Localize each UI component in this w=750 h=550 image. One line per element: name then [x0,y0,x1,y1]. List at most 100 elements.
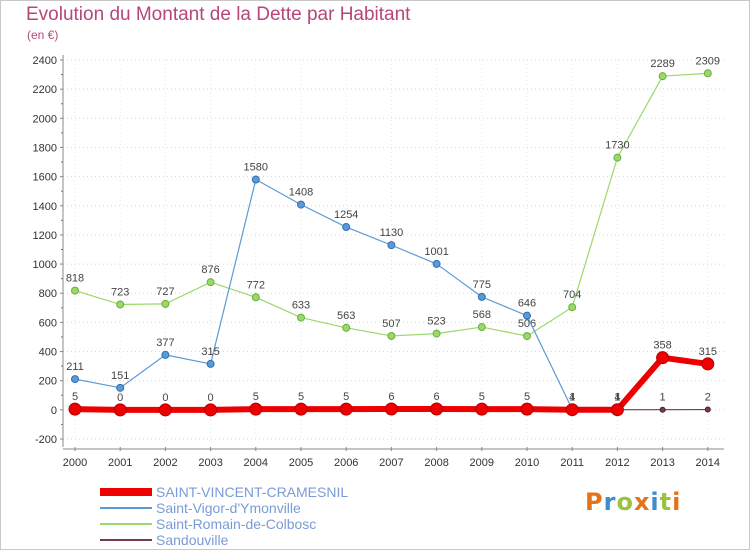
x-tick-label: 2008 [424,457,448,469]
x-tick-label: 2009 [470,457,494,469]
data-label-saint-vincent-cramesnil: 0 [162,392,168,404]
data-point-saint-vigor-d-ymonville [251,175,260,184]
data-point-saint-vincent-cramesnil [384,402,398,416]
data-point-saint-romain-de-colbosc [432,329,441,338]
unit-label: (en €) [27,28,59,42]
data-label-saint-vincent-cramesnil: 5 [524,391,530,403]
data-label-saint-vincent-cramesnil: 1 [614,392,620,404]
x-tick-label: 2002 [153,457,177,469]
data-point-saint-romain-de-colbosc [658,72,667,81]
data-point-saint-vigor-d-ymonville [523,311,531,320]
y-tick-label: 1000 [33,259,57,271]
data-point-saint-vincent-cramesnil [430,402,444,416]
x-tick-label: 2003 [198,457,222,469]
data-point-saint-romain-de-colbosc [161,299,170,308]
y-tick-label: 1800 [33,142,57,154]
logo-letter: i [650,488,660,516]
page-title: Evolution du Montant de la Dette par Hab… [26,4,411,25]
data-label-saint-vincent-cramesnil: 6 [388,391,394,403]
data-label-saint-vincent-cramesnil: 5 [72,391,78,403]
data-point-saint-vincent-cramesnil [294,402,308,416]
y-tick-label: -200 [35,434,57,446]
legend-swatch [100,523,152,525]
x-tick-label: 2005 [289,457,313,469]
x-tick-label: 2000 [63,457,87,469]
y-tick-label: 2400 [33,55,57,67]
data-label-saint-vigor-d-ymonville: 4 [569,391,575,403]
data-label-saint-romain-de-colbosc: 2289 [650,58,674,70]
data-label-saint-romain-de-colbosc: 523 [427,316,445,328]
legend-item-saint-vincent-cramesnil: SAINT-VINCENT-CRAMESNIL [100,484,348,500]
x-tick-label: 2001 [108,457,132,469]
x-tick-label: 2006 [334,457,358,469]
y-tick-label: 1600 [33,172,57,184]
x-tick-label: 2014 [696,457,720,469]
data-label-saint-romain-de-colbosc: 727 [156,286,174,298]
data-label-saint-romain-de-colbosc: 633 [292,300,310,312]
data-point-saint-vincent-cramesnil [339,402,353,416]
data-point-saint-vincent-cramesnil [701,357,715,371]
legend-item-saint-vigor-d-ymonville: Saint-Vigor-d'Ymonville [100,500,301,516]
data-point-saint-romain-de-colbosc [613,153,622,162]
data-label-saint-vigor-d-ymonville: 1254 [334,209,358,221]
x-tick-label: 2010 [515,457,539,469]
y-tick-label: 400 [39,347,57,359]
data-point-saint-vigor-d-ymonville [297,200,305,209]
y-tick-label: 200 [39,376,57,388]
data-point-saint-vincent-cramesnil [565,403,579,417]
legend-swatch [100,507,152,509]
data-label-saint-romain-de-colbosc: 1730 [605,140,629,152]
data-label-saint-vincent-cramesnil: 358 [653,340,671,352]
data-label-saint-romain-de-colbosc: 818 [66,273,84,285]
legend-label: Saint-Vigor-d'Ymonville [156,500,301,516]
data-point-saint-romain-de-colbosc [568,303,577,312]
data-point-saint-vincent-cramesnil [610,403,624,417]
data-point-saint-vigor-d-ymonville [387,241,396,250]
data-point-saint-vigor-d-ymonville [342,223,351,232]
data-point-saint-vincent-cramesnil [475,402,489,416]
data-point-saint-vincent-cramesnil [656,351,670,365]
legend-swatch [100,539,152,541]
legend-label: SAINT-VINCENT-CRAMESNIL [156,484,349,500]
data-point-saint-vincent-cramesnil [113,403,127,417]
legend-item-sandouville: Sandouville [100,532,228,548]
y-tick-label: 2000 [33,113,57,125]
data-label-saint-vincent-cramesnil: 0 [117,392,123,404]
data-point-saint-romain-de-colbosc [206,278,215,287]
y-tick-label: 0 [51,405,57,417]
legend-item-saint-romain-de-colbosc: Saint-Romain-de-Colbosc [100,516,316,532]
data-label-saint-vincent-cramesnil: 5 [253,391,259,403]
data-label-sandouville: 1 [614,392,620,404]
y-tick-label: 600 [39,317,57,329]
data-label-saint-vincent-cramesnil: 0 [208,392,214,404]
data-point-saint-romain-de-colbosc [71,286,79,295]
data-label-saint-vincent-cramesnil: 5 [298,391,304,403]
y-tick-label: 1200 [33,230,57,242]
data-point-saint-vincent-cramesnil [158,403,172,417]
data-label-saint-romain-de-colbosc: 723 [111,286,129,298]
data-point-saint-vigor-d-ymonville [477,292,486,301]
data-label-saint-vigor-d-ymonville: 151 [111,370,129,382]
data-label-saint-romain-de-colbosc: 2309 [696,55,720,67]
legend-swatch [100,488,152,496]
data-label-saint-vincent-cramesnil: 1 [569,392,575,404]
logo-letter: t [659,488,673,516]
x-tick-label: 2004 [244,457,268,469]
data-point-saint-romain-de-colbosc [342,323,351,332]
data-point-saint-romain-de-colbosc [523,332,531,341]
data-point-saint-vigor-d-ymonville [206,359,215,368]
data-point-sandouville [704,406,711,413]
data-label-saint-vincent-cramesnil: 5 [479,391,485,403]
data-point-saint-vincent-cramesnil [520,402,534,416]
y-tick-label: 800 [39,288,57,300]
data-point-saint-romain-de-colbosc [116,300,125,309]
x-tick-label: 2012 [605,457,629,469]
data-point-saint-vincent-cramesnil [249,402,263,416]
data-label-saint-romain-de-colbosc: 507 [382,318,400,330]
data-label-saint-vigor-d-ymonville: 775 [473,279,491,291]
data-label-saint-vigor-d-ymonville: 1408 [289,187,313,199]
logo-letter: i [672,488,682,516]
data-point-saint-vincent-cramesnil [68,402,82,416]
data-point-saint-vigor-d-ymonville [71,375,79,384]
